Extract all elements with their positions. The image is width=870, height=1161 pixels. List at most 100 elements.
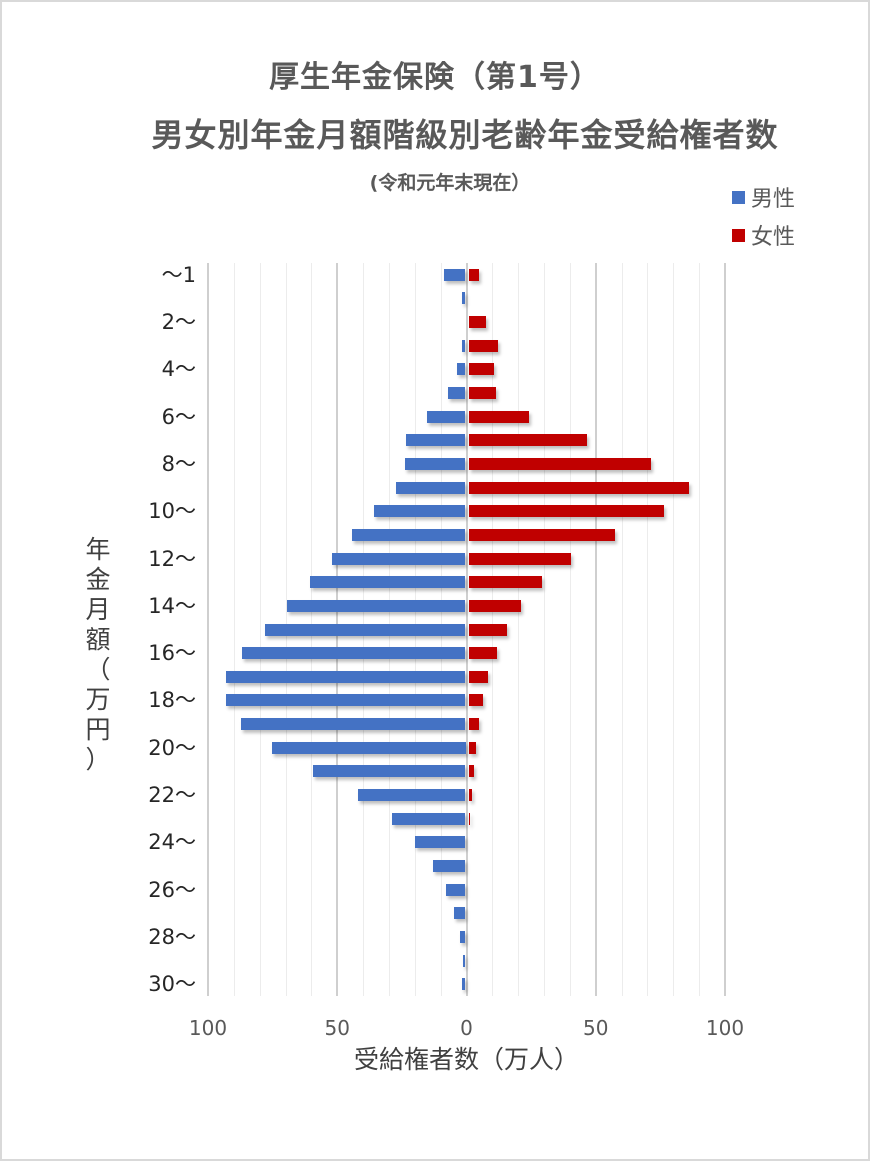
- bar-row: [208, 718, 725, 731]
- plot-area: [207, 263, 726, 996]
- bar-male: [312, 765, 466, 778]
- bar-male: [225, 670, 466, 683]
- gridline: [673, 263, 675, 996]
- bar-male: [287, 599, 466, 612]
- bar-row: [208, 670, 725, 683]
- bar-male: [374, 505, 466, 518]
- gridline: [233, 263, 235, 996]
- bar-female: [468, 552, 571, 565]
- bar-row: [208, 954, 725, 967]
- gridline: [594, 263, 597, 996]
- y-tick-label: 26〜: [148, 877, 196, 902]
- x-tick-label: 50: [324, 1016, 350, 1040]
- bar-male: [462, 339, 466, 352]
- bar-row: [208, 741, 725, 754]
- bar-female: [468, 647, 497, 660]
- y-tick-label: 24〜: [148, 830, 196, 855]
- bar-female: [468, 316, 487, 329]
- bar-female: [468, 363, 494, 376]
- bar-row: [208, 387, 725, 400]
- bar-row: [208, 505, 725, 518]
- y-axis-title-char: 年: [85, 535, 111, 564]
- x-tick-label: 100: [188, 1016, 228, 1040]
- bar-row: [208, 434, 725, 447]
- bar-female: [468, 670, 489, 683]
- bar-row: [208, 859, 725, 872]
- bar-male: [454, 907, 466, 920]
- gridline: [621, 263, 623, 996]
- legend-label-female: 女性: [751, 225, 796, 250]
- bar-male: [444, 268, 466, 281]
- y-axis-title-char: 万: [85, 685, 111, 714]
- bar-row: [208, 528, 725, 541]
- x-tick-label: 50: [583, 1016, 609, 1040]
- bar-male: [406, 434, 466, 447]
- gridline: [465, 263, 468, 996]
- bar-row: [208, 268, 725, 281]
- y-axis-title-char: 金: [85, 565, 111, 594]
- y-tick-label: 2〜: [161, 310, 196, 335]
- bar-female: [468, 789, 473, 802]
- bar-female: [468, 623, 508, 636]
- bar-row: [208, 292, 725, 305]
- bar-female: [468, 481, 689, 494]
- bar-female: [468, 528, 615, 541]
- legend-swatch-female-icon: [732, 228, 745, 242]
- bar-row: [208, 316, 725, 329]
- bar-row: [208, 481, 725, 494]
- bar-male: [415, 836, 466, 849]
- y-axis-title-char: ）: [85, 745, 111, 774]
- bar-female: [468, 339, 499, 352]
- bar-female: [468, 576, 542, 589]
- x-tick-label: 100: [705, 1016, 745, 1040]
- x-axis-title: 受給権者数（万人）: [353, 1045, 579, 1074]
- bar-female: [468, 741, 476, 754]
- bar-row: [208, 765, 725, 778]
- bar-male: [310, 576, 466, 589]
- y-tick-label: 10〜: [148, 499, 196, 524]
- y-axis-title-char: 月: [85, 595, 111, 624]
- bar-row: [208, 623, 725, 636]
- x-tick-label: 0: [460, 1016, 473, 1040]
- y-axis-title-char: 円: [85, 715, 111, 744]
- bar-female: [468, 387, 496, 400]
- chart-subtitle: (令和元年末現在）: [369, 172, 531, 194]
- bar-row: [208, 552, 725, 565]
- bar-male: [241, 718, 466, 731]
- legend-item-male: 男性: [732, 178, 795, 216]
- bar-male: [226, 694, 466, 707]
- bar-male: [461, 978, 466, 991]
- bar-male: [462, 954, 466, 967]
- bar-female: [468, 505, 664, 518]
- y-tick-label: 22〜: [148, 783, 196, 808]
- bar-row: [208, 930, 725, 943]
- gridline: [518, 263, 520, 996]
- gridline: [724, 263, 726, 996]
- bar-row: [208, 789, 725, 802]
- bar-row: [208, 599, 725, 612]
- chart-title-line2: 男女別年金月額階級別老齢年金受給権者数: [151, 116, 779, 154]
- bar-female: [468, 694, 483, 707]
- legend-item-female: 女性: [732, 216, 795, 254]
- y-tick-label: 18〜: [148, 688, 196, 713]
- bar-female: [468, 434, 587, 447]
- bar-row: [208, 410, 725, 423]
- y-tick-label: 12〜: [148, 546, 196, 571]
- bar-male: [404, 457, 466, 470]
- y-tick-label: 20〜: [148, 735, 196, 760]
- y-tick-label: 16〜: [148, 641, 196, 666]
- bar-female: [468, 599, 522, 612]
- bar-male: [426, 410, 466, 423]
- bar-female: [468, 718, 479, 731]
- bar-male: [357, 789, 466, 802]
- gridline: [207, 263, 209, 996]
- bar-male: [352, 528, 466, 541]
- bar-male: [265, 623, 466, 636]
- bar-row: [208, 457, 725, 470]
- legend-label-male: 男性: [751, 187, 796, 212]
- gridline: [569, 263, 571, 996]
- legend: 男性 女性: [732, 178, 795, 254]
- bar-row: [208, 694, 725, 707]
- bar-row: [208, 339, 725, 352]
- bar-row: [208, 812, 725, 825]
